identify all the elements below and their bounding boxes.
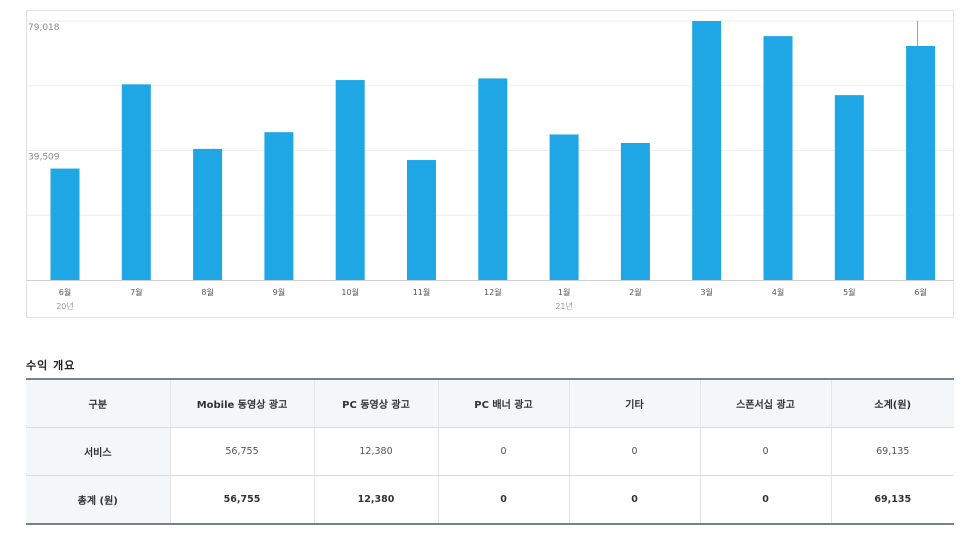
table-cell: 0 xyxy=(437,475,569,525)
header-pc-video-ad: PC 동영상 광고 xyxy=(313,378,438,428)
bar xyxy=(549,134,579,280)
bar xyxy=(906,45,936,280)
table-cell: 0 xyxy=(568,427,700,476)
x-tick-label: 11월 xyxy=(413,287,431,297)
table-cell: 12,380 xyxy=(313,475,438,525)
x-tick-label: 4월 xyxy=(772,287,784,297)
x-year-label: 21년 xyxy=(555,301,573,311)
revenue-bar-chart: 79,018 39,509 6월 7월 8월 9월 10월 11월 12월 1월 2월 3월 4월 5월 6… xyxy=(26,10,954,318)
section-title: 수익 개요 xyxy=(26,359,76,372)
x-tick-label: 3월 xyxy=(700,287,712,297)
x-year-label: 20년 xyxy=(56,301,74,311)
header-pc-banner-ad: PC 배너 광고 xyxy=(437,378,569,428)
table-cell: 0 xyxy=(568,475,700,525)
row-label: 총계 (원) xyxy=(26,475,170,525)
bar xyxy=(50,168,80,280)
table-row-total: 총계 (원) 56,755 12,380 0 0 0 69,135 xyxy=(26,475,954,525)
x-tick-label: 2월 xyxy=(629,287,641,297)
row-label: 서비스 xyxy=(26,427,170,476)
bar xyxy=(478,78,508,281)
bar xyxy=(121,84,151,280)
bar xyxy=(193,148,223,280)
x-tick-label: 6월 xyxy=(914,287,926,297)
table-cell: 12,380 xyxy=(313,427,438,476)
bar xyxy=(763,36,793,281)
header-sponsorship-ad: 스폰서십 광고 xyxy=(699,378,831,428)
table-cell: 0 xyxy=(699,427,831,476)
x-tick-label: 5월 xyxy=(843,287,855,297)
table-row-service: 서비스 56,755 12,380 0 0 0 69,135 xyxy=(26,427,954,476)
x-tick-label: 10월 xyxy=(341,287,359,297)
bar xyxy=(264,132,294,280)
x-tick-label: 7월 xyxy=(130,287,142,297)
x-tick-label: 12월 xyxy=(484,287,502,297)
x-tick-label: 6월 xyxy=(59,287,71,297)
y-tick-label: 79,018 xyxy=(28,23,60,33)
header-category: 구분 xyxy=(26,378,170,428)
bar xyxy=(692,21,722,280)
bar xyxy=(407,160,436,280)
bar xyxy=(335,80,365,280)
bar xyxy=(620,142,650,280)
chart-bars xyxy=(50,21,936,281)
table-cell: 0 xyxy=(437,427,569,476)
chart-canvas: 79,018 39,509 6월 7월 8월 9월 10월 11월 12월 1월 2월 3월 4월 5월 6… xyxy=(27,20,953,311)
table-cell: 56,755 xyxy=(169,475,314,525)
table-cell: 56,755 xyxy=(169,427,314,476)
y-tick-label: 39,509 xyxy=(28,153,60,163)
header-subtotal: 소계(원) xyxy=(830,378,954,428)
bar xyxy=(834,95,864,280)
x-tick-label: 1월 xyxy=(558,287,570,297)
chart-labels: 79,018 39,509 6월 7월 8월 9월 10월 11월 12월 1월 2월 3월 4월 5월 6… xyxy=(28,23,927,311)
table-cell: 0 xyxy=(699,475,831,525)
table-header-row: 구분 Mobile 동영상 광고 PC 동영상 광고 PC 배너 광고 기타 스… xyxy=(26,378,954,428)
table-cell: 69,135 xyxy=(830,427,954,476)
revenue-summary-table: 구분 Mobile 동영상 광고 PC 동영상 광고 PC 배너 광고 기타 스… xyxy=(26,378,954,525)
x-tick-label: 8월 xyxy=(201,287,213,297)
header-other: 기타 xyxy=(568,378,700,428)
table-cell: 69,135 xyxy=(830,475,954,525)
header-mobile-video-ad: Mobile 동영상 광고 xyxy=(169,378,314,428)
x-tick-label: 9월 xyxy=(273,287,285,297)
